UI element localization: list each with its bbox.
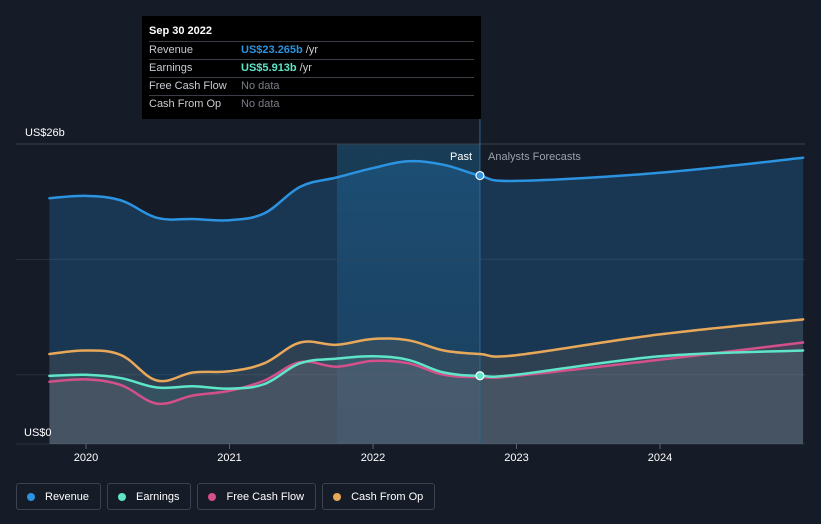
y-axis-max-label: US$26b bbox=[25, 127, 65, 139]
legend-label: Cash From Op bbox=[351, 490, 424, 503]
tooltip-date: Sep 30 2022 bbox=[149, 25, 212, 37]
series-line-cash-from-op bbox=[48, 318, 805, 383]
legend-label: Free Cash Flow bbox=[226, 490, 305, 503]
x-tick-label: 2024 bbox=[648, 452, 672, 464]
legend-dot-icon bbox=[27, 492, 35, 501]
marker-revenue bbox=[475, 170, 485, 181]
tooltip-label: Cash From Op bbox=[149, 98, 222, 110]
x-tick-label: 2021 bbox=[217, 452, 241, 464]
tooltip-row-cash-from-op: Cash From Op No data bbox=[149, 95, 474, 113]
tooltip-unit: /yr bbox=[305, 44, 318, 56]
legend-item-revenue[interactable]: Revenue bbox=[16, 483, 102, 510]
legend-dot-icon bbox=[208, 492, 217, 501]
past-highlight-band bbox=[337, 144, 480, 444]
tooltip: Sep 30 2022 Revenue US$23.265b /yr Earni… bbox=[142, 16, 481, 119]
chart: US$26b US$0 Past Analysts Forecasts 2020… bbox=[16, 118, 805, 464]
series-line-earnings bbox=[48, 349, 805, 390]
x-tick-label: 2023 bbox=[504, 452, 528, 464]
legend-item-earnings[interactable]: Earnings bbox=[107, 483, 192, 510]
series-area-cash-from-op bbox=[49, 319, 804, 444]
tooltip-label: Free Cash Flow bbox=[149, 80, 227, 92]
legend-dot-icon bbox=[333, 492, 342, 501]
series-area-earnings bbox=[49, 350, 804, 444]
tooltip-row-free-cash-flow: Free Cash Flow No data bbox=[149, 77, 474, 95]
tooltip-label: Earnings bbox=[149, 62, 193, 74]
tooltip-nodata: No data bbox=[241, 80, 280, 92]
past-label: Past bbox=[450, 151, 472, 163]
legend-item-free-cash-flow[interactable]: Free Cash Flow bbox=[197, 483, 317, 510]
series-area-free-cash-flow bbox=[49, 342, 804, 444]
legend: Revenue Earnings Free Cash Flow Cash Fro… bbox=[16, 483, 436, 510]
legend-dot-icon bbox=[118, 492, 127, 501]
x-tick-label: 2020 bbox=[74, 452, 98, 464]
legend-item-cash-from-op[interactable]: Cash From Op bbox=[322, 483, 436, 510]
y-axis-min-label: US$0 bbox=[24, 427, 52, 439]
legend-label: Earnings bbox=[136, 490, 180, 503]
marker-earnings bbox=[475, 371, 485, 381]
forecast-label: Analysts Forecasts bbox=[488, 151, 581, 163]
tooltip-label: Revenue bbox=[149, 44, 194, 56]
tooltip-unit: /yr bbox=[299, 62, 312, 74]
series-line-revenue bbox=[48, 156, 805, 222]
tooltip-row-earnings: Earnings US$5.913b /yr bbox=[149, 59, 474, 77]
tooltip-value: US$5.913b bbox=[241, 62, 297, 74]
series-line-free-cash-flow bbox=[48, 341, 805, 406]
tooltip-row-revenue: Revenue US$23.265b /yr bbox=[149, 41, 474, 59]
tooltip-value: US$23.265b bbox=[241, 44, 303, 56]
legend-label: Revenue bbox=[45, 490, 90, 503]
x-tick-label: 2022 bbox=[361, 452, 385, 464]
series-area-revenue bbox=[49, 157, 804, 445]
tooltip-nodata: No data bbox=[241, 98, 280, 110]
